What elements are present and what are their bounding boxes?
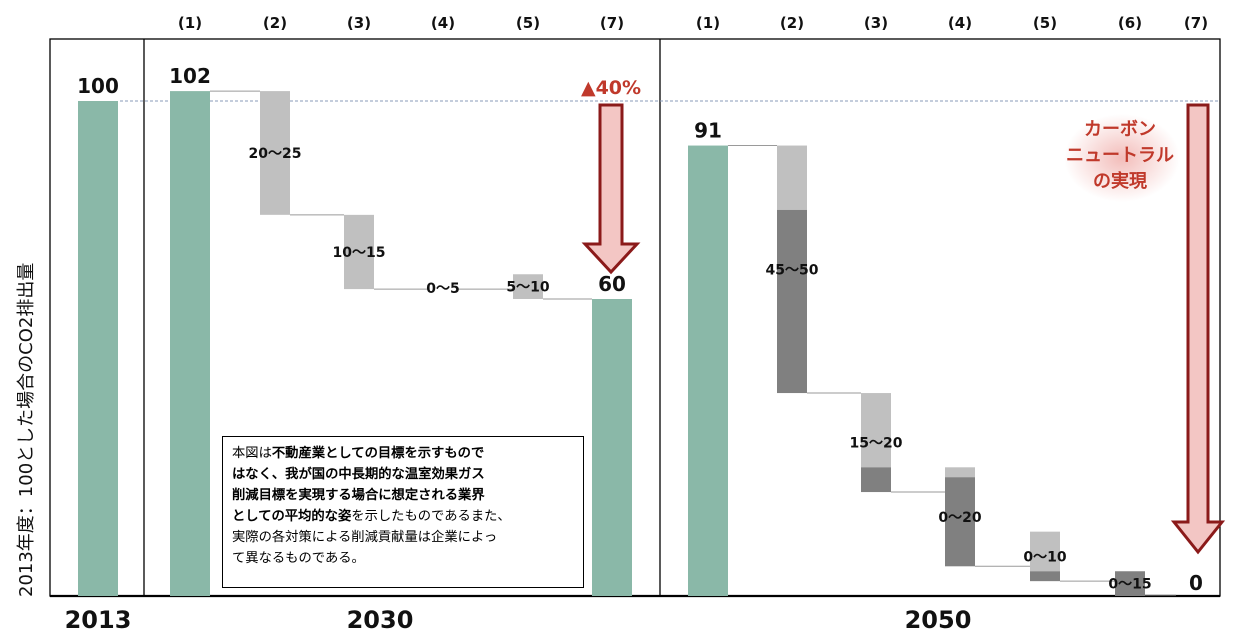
reduction-value-label: 10〜15 [333, 245, 386, 261]
reduction-bar [513, 274, 543, 299]
reduction-bar-dark [861, 467, 891, 493]
note-text-3: 実際の各対策による削減貢献量は企業によっ [232, 530, 498, 545]
reduction-percent-label: ▲40% [581, 77, 641, 99]
x-tick-label: (3) [864, 14, 888, 32]
x-tick-label: (5) [1033, 14, 1057, 32]
reduction-bar-dark [945, 477, 975, 567]
bars-layer [78, 90, 1176, 597]
bar-value-label: 91 [694, 119, 722, 143]
labels-layer: 2013 (1) (2) (3) (4) (5) (7) 2030 (1) (2) (3) (4) (5… [65, 14, 1208, 633]
reduction-value-label: 15〜20 [850, 436, 903, 452]
note-bold-3: 削減目標を実現する場合に想定される業界 [232, 488, 485, 503]
reduction-bar-dark [1115, 571, 1145, 596]
bar-value-label: 102 [169, 64, 211, 88]
reduction-arrow-2030 [581, 103, 641, 275]
total-bar [592, 299, 632, 596]
x-tick-label: (2) [780, 14, 804, 32]
x-tick-label: (1) [696, 14, 720, 32]
note-bold-2: はなく、我が国の中長期的な温室効果ガス [232, 467, 485, 482]
y-axis-label: 2013年度：100とした場合のCO2排出量 [16, 263, 37, 597]
x-tick-label: (4) [431, 14, 455, 32]
note-bold-4: としての平均的な姿 [232, 509, 352, 524]
carbon-neutral-text: ニュートラル [1066, 145, 1174, 166]
x-tick-label: (3) [347, 14, 371, 32]
reduction-bar-light [777, 145, 807, 210]
total-bar [688, 145, 728, 597]
reduction-value-label: 0〜20 [938, 510, 981, 526]
x-tick-label: (2) [263, 14, 287, 32]
reduction-bar [260, 91, 290, 215]
x-tick-label: (5) [516, 14, 540, 32]
reduction-value-label: 20〜25 [249, 146, 302, 162]
total-bar [170, 91, 210, 596]
bar-value-label: 100 [77, 74, 119, 98]
reduction-bar-dark [1030, 571, 1060, 582]
reduction-bar-light [945, 467, 975, 478]
carbon-neutral-text: カーボン [1084, 119, 1156, 140]
reduction-value-label: 0〜10 [1023, 549, 1066, 565]
x-tick-label: (7) [1184, 14, 1208, 32]
note-text-1: 本図は [232, 446, 272, 461]
reduction-bar [344, 214, 374, 290]
plot-frame [49, 38, 1221, 598]
reduction-bar-light [861, 393, 891, 468]
carbon-neutral-text: の実現 [1093, 170, 1147, 192]
x-tick-label: (4) [948, 14, 972, 32]
x-group-label: 2013 [65, 606, 132, 633]
x-tick-label: (1) [178, 14, 202, 32]
bar-value-label: 60 [598, 272, 626, 296]
reduction-value-label: 5〜10 [506, 280, 549, 296]
note-text-2: を示したものであるまた、 [351, 509, 511, 524]
reduction-value-label: 45〜50 [766, 262, 819, 278]
x-group-label: 2030 [347, 606, 414, 633]
x-tick-label: (7) [600, 14, 624, 32]
reduction-value-label: 0〜15 [1108, 577, 1151, 593]
total-bar [78, 101, 118, 596]
x-tick-label: (6) [1118, 14, 1142, 32]
reduction-bar-dark [777, 209, 807, 394]
x-group-label: 2050 [905, 606, 972, 633]
disclaimer-note: 本図は不動産業としての目標を示すもので はなく、我が国の中長期的な温室効果ガス … [222, 436, 584, 588]
reduction-arrow-2050 [1170, 103, 1226, 555]
reduction-value-label: 0〜5 [426, 281, 459, 297]
note-bold-1: 不動産業としての目標を示すもので [271, 446, 485, 461]
bar-value-label: 0 [1189, 571, 1203, 595]
carbon-neutral-glow [1064, 114, 1180, 202]
note-text-4: て異なるものである。 [232, 551, 365, 566]
reduction-bar-light [1030, 531, 1060, 572]
